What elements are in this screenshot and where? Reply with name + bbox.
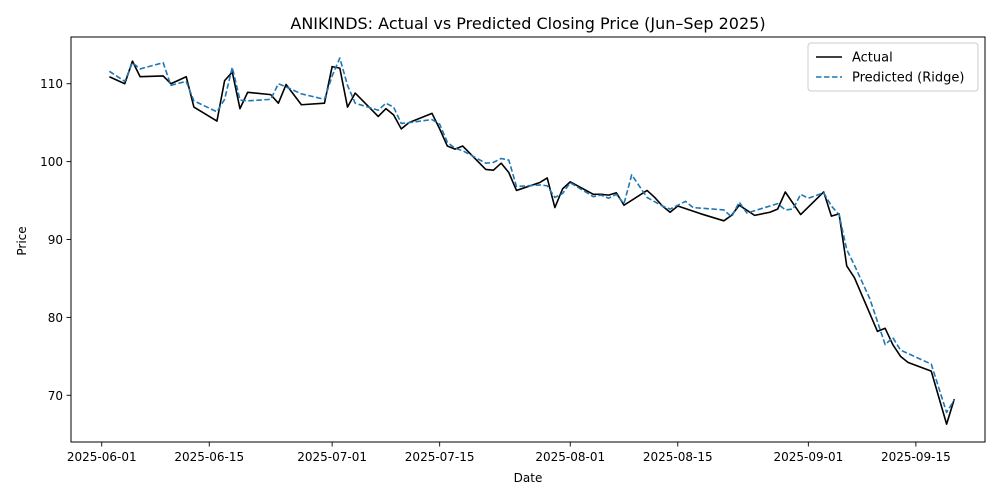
y-tick-label: 80: [48, 311, 63, 325]
x-axis-title: Date: [514, 471, 543, 485]
x-tick-label: 2025-09-01: [773, 450, 843, 464]
y-tick-label: 110: [40, 77, 63, 91]
x-tick-label: 2025-06-15: [174, 450, 244, 464]
x-tick-label: 2025-08-15: [643, 450, 713, 464]
x-tick-label: 2025-07-15: [405, 450, 475, 464]
legend-box: [807, 42, 979, 92]
legend-label: Predicted (Ridge): [852, 71, 964, 86]
legend: Actual Predicted (Ridge): [807, 42, 979, 92]
series-line-actual: [109, 60, 956, 425]
plot-area: 2025-06-01 2025-06-15 2025-07-01 2025-07-15…: [40, 36, 986, 464]
x-tick-label: 2025-07-01: [297, 450, 367, 464]
x-tick-label: 2025-06-01: [67, 450, 137, 464]
y-tick-label: 100: [40, 155, 63, 169]
chart-title: ANIKINDS: Actual vs Predicted Closing Pr…: [290, 14, 765, 33]
legend-label: Actual: [852, 51, 893, 66]
y-axis-title: Price: [15, 226, 29, 255]
y-tick-label: 70: [48, 389, 63, 403]
y-tick-label: 90: [48, 233, 63, 247]
x-tick-label: 2025-09-15: [881, 450, 951, 464]
x-tick-label: 2025-08-01: [535, 450, 605, 464]
plot-frame: [70, 36, 986, 443]
series-line-predicted-ridge: [108, 57, 955, 414]
